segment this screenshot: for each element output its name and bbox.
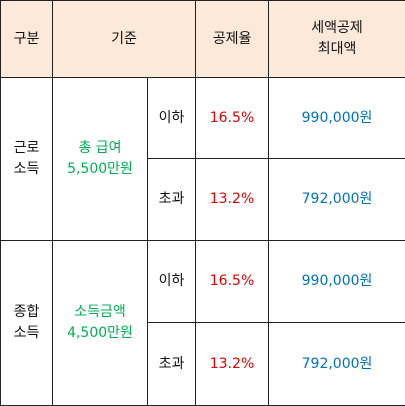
cell-text: 세액공제	[269, 18, 405, 39]
rate: 13.2%	[196, 323, 269, 406]
cell-text: 종합	[1, 302, 52, 323]
max-credit: 792,000원	[269, 323, 405, 406]
cell-text: 4,500만원	[53, 323, 147, 344]
condition: 초과	[148, 323, 196, 406]
cell-text: 근로	[1, 138, 52, 159]
header-cell: 기준	[53, 1, 196, 78]
condition: 이하	[148, 241, 196, 323]
cell-text: 5,500만원	[53, 159, 147, 180]
condition: 초과	[148, 159, 196, 241]
max-credit: 990,000원	[269, 241, 405, 323]
max-credit: 792,000원	[269, 159, 405, 241]
rate: 16.5%	[196, 78, 269, 159]
rate: 13.2%	[196, 159, 269, 241]
max-credit: 990,000원	[269, 78, 405, 159]
condition: 이하	[148, 78, 196, 159]
cell-text: 총 급여	[53, 138, 147, 159]
rate: 16.5%	[196, 241, 269, 323]
cell-text: 기준	[53, 29, 195, 50]
cell-text: 구분	[1, 29, 52, 50]
cell-text: 공제율	[196, 29, 268, 50]
cell-text: 소득	[1, 159, 52, 180]
cell-text: 소득	[1, 323, 52, 344]
cell-text: 소득금액	[53, 302, 147, 323]
header-cell: 구분	[1, 1, 53, 78]
cell-text: 최대액	[269, 39, 405, 60]
header-cell: 공제율	[196, 1, 269, 78]
